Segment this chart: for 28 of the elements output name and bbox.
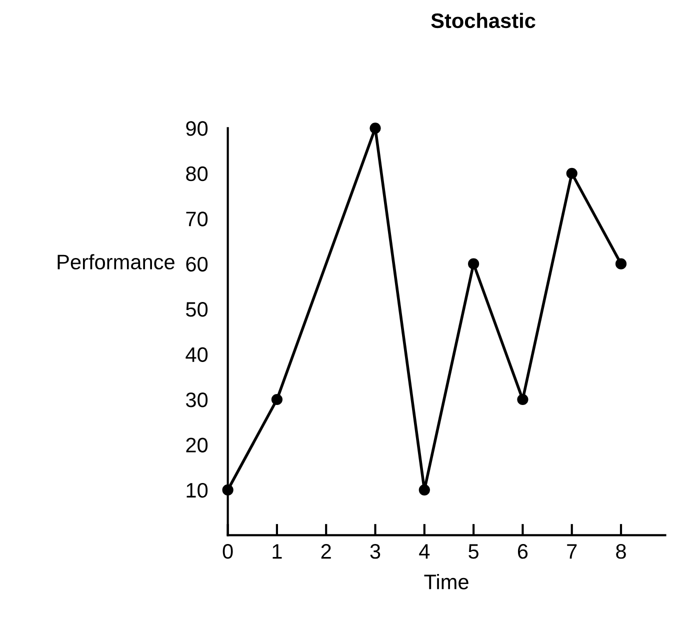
point [271, 394, 283, 406]
y-tick-label: 40 [186, 347, 208, 362]
x-tick-label: 4 [419, 544, 430, 559]
point [517, 394, 528, 406]
point [418, 484, 430, 496]
point [468, 258, 480, 270]
x-tick-label: 2 [321, 544, 331, 559]
x-tick-label: 8 [616, 544, 626, 559]
y-tick-label: 70 [186, 212, 208, 226]
x-tick-label: 5 [468, 544, 478, 559]
y-tick-label: 80 [186, 166, 208, 182]
x-tick-label: 0 [222, 544, 233, 559]
y-tick-label: 20 [186, 438, 208, 452]
point [615, 258, 627, 270]
y-tick-label: 50 [186, 302, 208, 317]
x-tick-label: 7 [567, 544, 577, 559]
y-tick-label: 30 [186, 392, 208, 408]
chart-title: Stochastic [431, 12, 536, 28]
point [566, 168, 578, 179]
y-tick-label: 10 [186, 482, 208, 498]
y-axis-title: Performance [58, 254, 174, 270]
y-tick-label: 90 [186, 121, 208, 136]
x-tick-label: 1 [272, 544, 282, 559]
y-tick-label: 60 [186, 256, 208, 272]
x-axis-title: Time [424, 574, 468, 590]
x-tick-label: 3 [370, 544, 380, 559]
point [370, 122, 381, 134]
x-tick-label: 6 [518, 544, 528, 559]
